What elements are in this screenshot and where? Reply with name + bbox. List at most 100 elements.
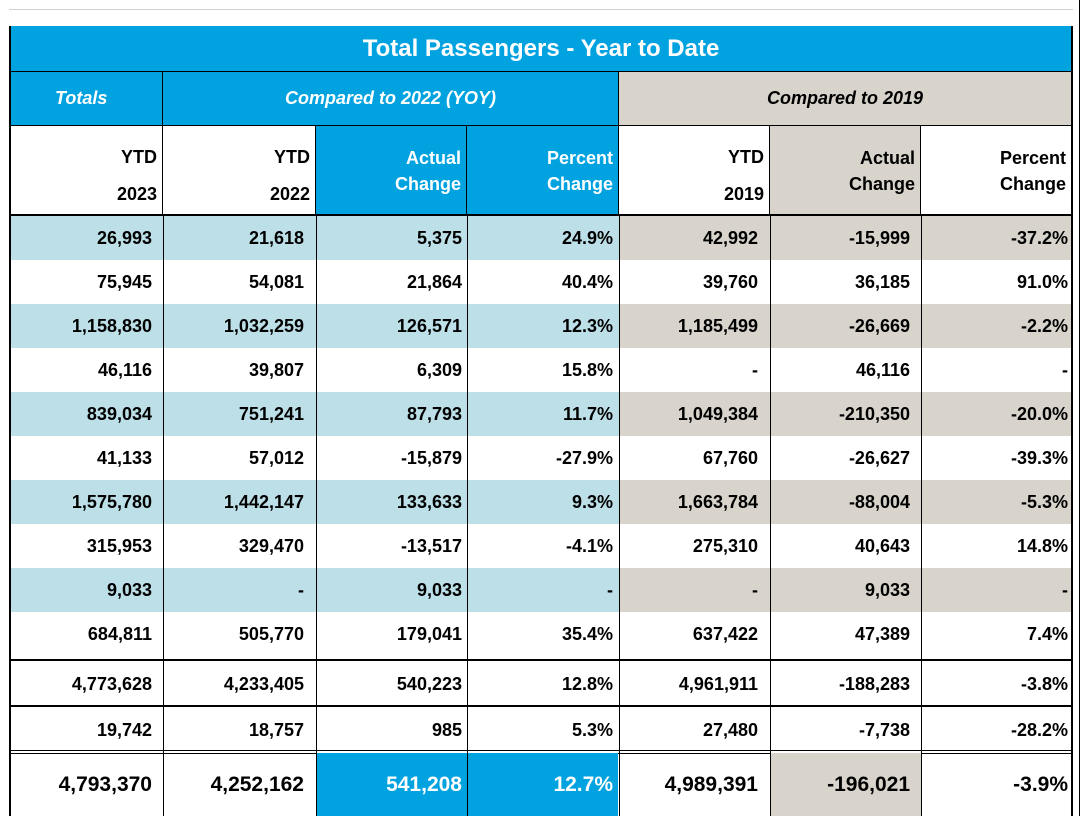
group-header-compared-2022: Compared to 2022 (YOY) — [163, 72, 619, 126]
table-cell: 1,049,384 — [677, 404, 758, 424]
row-gray-zone — [619, 480, 1071, 524]
column-divider — [619, 216, 620, 816]
total-2019-highlight — [770, 753, 921, 816]
table-cell: -37.2% — [1010, 228, 1068, 248]
table-cell: 1,185,499 — [677, 316, 758, 336]
table-cell: -3.8% — [1020, 674, 1068, 694]
table-frame — [9, 26, 1073, 816]
table-cell: 26,993 — [96, 228, 152, 248]
table-cell: 42,992 — [702, 228, 758, 248]
row-separator — [11, 705, 1071, 707]
table-row: 75,945 54,081 21,864 40.4% 39,760 36,185… — [11, 260, 1071, 304]
column-header-line1: YTD — [728, 147, 764, 167]
table-cell: -27.9% — [555, 448, 613, 468]
top-edge — [9, 9, 1073, 10]
table-cell: 505,770 — [238, 624, 304, 644]
table-cell: 1,663,784 — [677, 492, 758, 512]
column-header-line1: YTD — [274, 147, 310, 167]
table-cell: -4.1% — [565, 536, 613, 556]
table-title: Total Passengers - Year to Date — [11, 26, 1071, 72]
table-cell: 9.3% — [571, 492, 613, 512]
row-gray-zone — [619, 304, 1071, 348]
column-header-actual-change-2022: Actual Change — [316, 126, 467, 216]
table-cell: - — [1062, 580, 1068, 600]
column-header-line2: Change — [546, 174, 613, 194]
table-cell: - — [752, 360, 758, 380]
group-header-totals: Totals — [11, 72, 163, 126]
table-cell: 1,442,147 — [223, 492, 304, 512]
table-cell: 6,309 — [416, 360, 462, 380]
row-separator — [11, 659, 1071, 661]
column-header-line2: Change — [999, 174, 1066, 194]
table-cell: 4,773,628 — [71, 674, 152, 694]
table-cell: 751,241 — [238, 404, 304, 424]
table-row: 46,116 39,807 6,309 15.8% - 46,116 - — [11, 348, 1071, 392]
column-divider — [163, 216, 164, 816]
table-row: 684,811 505,770 179,041 35.4% 637,422 47… — [11, 612, 1071, 656]
table-cell: -15,999 — [848, 228, 910, 248]
total-cell: 12.7% — [553, 773, 613, 796]
table-cell: 75,945 — [96, 272, 152, 292]
table-cell: 15.8% — [561, 360, 613, 380]
table-cell: 4,961,911 — [678, 674, 758, 694]
table-row: 839,034 751,241 87,793 11.7% 1,049,384 -… — [11, 392, 1071, 436]
group-header-compared-2019: Compared to 2019 — [619, 72, 1071, 126]
column-header-actual-change-2019: Actual Change — [770, 126, 921, 216]
table-cell: -28.2% — [1010, 720, 1068, 740]
table-row: 1,575,780 1,442,147 133,633 9.3% 1,663,7… — [11, 480, 1071, 524]
table-cell: -188,283 — [838, 674, 910, 694]
column-header-percent-change-2022: Percent Change — [467, 126, 619, 216]
table-cell: 9,033 — [416, 580, 462, 600]
column-header-ytd-2022: YTD 2022 — [163, 126, 316, 216]
table-cell: - — [607, 580, 613, 600]
table-cell: 179,041 — [396, 624, 462, 644]
table-cell: -39.3% — [1010, 448, 1068, 468]
table-cell: -15,879 — [400, 448, 462, 468]
table-cell: 36,185 — [854, 272, 910, 292]
table-cell: 1,575,780 — [71, 492, 152, 512]
total-cell: 4,252,162 — [210, 773, 304, 796]
column-header-ytd-2023: YTD 2023 — [11, 126, 163, 216]
table-cell: 12.3% — [561, 316, 613, 336]
column-header-line1: Percent — [546, 148, 613, 168]
table-cell: 14.8% — [1016, 536, 1068, 556]
table-cell: 40.4% — [561, 272, 613, 292]
row-gray-zone — [619, 216, 1071, 260]
table-cell: 35.4% — [561, 624, 613, 644]
column-header-line2: 2019 — [723, 184, 764, 204]
table-cell: 5.3% — [571, 720, 613, 740]
table-cell: 7.4% — [1026, 624, 1068, 644]
table-cell: - — [1062, 360, 1068, 380]
table-cell: 637,422 — [692, 624, 758, 644]
column-header-line2: Change — [848, 174, 915, 194]
table-cell: -20.0% — [1010, 404, 1068, 424]
table-cell: -210,350 — [838, 404, 910, 424]
table-row: 315,953 329,470 -13,517 -4.1% 275,310 40… — [11, 524, 1071, 568]
total-cell: -196,021 — [827, 773, 910, 796]
table-cell: 39,760 — [702, 272, 758, 292]
table-row: 9,033 - 9,033 - - 9,033 - — [11, 568, 1071, 612]
table-cell: 57,012 — [248, 448, 304, 468]
table-cell: 21,864 — [406, 272, 462, 292]
table-cell: 40,643 — [854, 536, 910, 556]
table-cell: 27,480 — [702, 720, 758, 740]
table-cell: 4,233,405 — [223, 674, 304, 694]
table-cell: 5,375 — [416, 228, 462, 248]
column-header-line1: Actual — [859, 148, 915, 168]
row-gray-zone — [619, 568, 1071, 612]
table-cell: 39,807 — [248, 360, 304, 380]
column-header-line1: Actual — [405, 148, 461, 168]
table-cell: -7,738 — [858, 720, 910, 740]
table-cell: 19,742 — [96, 720, 152, 740]
column-divider — [467, 216, 468, 816]
table-cell: 315,953 — [86, 536, 152, 556]
table-cell: 67,760 — [702, 448, 758, 468]
total-cell: 541,208 — [386, 773, 462, 796]
row-gray-zone — [619, 392, 1071, 436]
table-cell: -26,669 — [848, 316, 910, 336]
right-edge — [1079, 0, 1080, 816]
table-cell: 54,081 — [248, 272, 304, 292]
total-cell: 4,989,391 — [664, 773, 758, 796]
table-cell: 46,116 — [855, 360, 910, 380]
total-cell: 4,793,370 — [58, 773, 152, 796]
